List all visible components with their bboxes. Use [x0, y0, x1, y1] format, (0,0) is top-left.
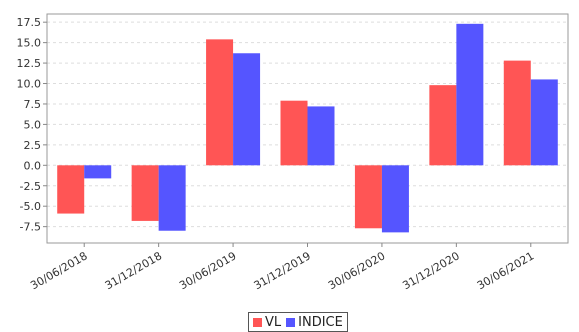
x-tick-label: 30/06/2020	[326, 249, 387, 292]
x-axis: 30/06/2018 31/12/2018 30/06/2019 31/12/2019…	[28, 243, 536, 292]
bar-vl	[429, 85, 457, 166]
x-tick-label: 31/12/2018	[103, 249, 164, 292]
y-tick-label: 10.0	[17, 78, 42, 91]
x-tick-label: 30/06/2018	[28, 249, 89, 292]
bar-vl	[57, 165, 85, 214]
y-tick-label: -5.0	[20, 200, 41, 213]
bars-group	[57, 23, 558, 233]
bar-chart: 17.5 15.0 12.5 10.0 7.5 5.0 2.5 0.0 -2.5 -5.0 -7.5…	[17, 13, 569, 292]
bar-indice	[158, 165, 186, 231]
legend-swatch-vl	[253, 317, 262, 327]
legend-label-indice: INDICE	[298, 314, 343, 330]
bar-indice	[307, 106, 335, 166]
bar-vl	[354, 165, 382, 229]
y-tick-label: 17.5	[17, 16, 42, 29]
bar-indice	[233, 53, 261, 166]
x-tick-label: 30/06/2019	[177, 249, 238, 292]
x-tick-label: 31/12/2020	[400, 249, 461, 292]
bar-indice	[381, 165, 409, 233]
bar-indice	[456, 23, 484, 166]
y-tick-label: -2.5	[20, 180, 41, 193]
bar-vl	[503, 60, 531, 166]
legend-item-vl: VL	[253, 315, 281, 330]
legend-swatch-indice	[286, 317, 296, 327]
y-tick-label: 2.5	[24, 139, 42, 152]
y-tick-label: 7.5	[24, 98, 42, 111]
bar-indice	[84, 165, 112, 179]
y-tick-label: 5.0	[24, 118, 42, 131]
bar-vl	[206, 39, 234, 166]
legend-item-indice: INDICE	[286, 315, 343, 330]
y-tick-label: -7.5	[20, 221, 41, 234]
bar-indice	[530, 79, 558, 166]
y-tick-label: 0.0	[24, 159, 42, 172]
legend: VL INDICE	[248, 312, 348, 332]
legend-label-vl: VL	[265, 314, 282, 330]
y-tick-label: 15.0	[17, 37, 42, 50]
x-tick-label: 30/06/2021	[475, 249, 536, 292]
bar-vl	[131, 165, 159, 221]
y-tick-label: 12.5	[17, 57, 42, 70]
bar-vl	[280, 100, 308, 166]
y-axis: 17.5 15.0 12.5 10.0 7.5 5.0 2.5 0.0 -2.5 -5.0 -7.5	[17, 16, 47, 234]
x-tick-label: 31/12/2019	[252, 249, 313, 292]
